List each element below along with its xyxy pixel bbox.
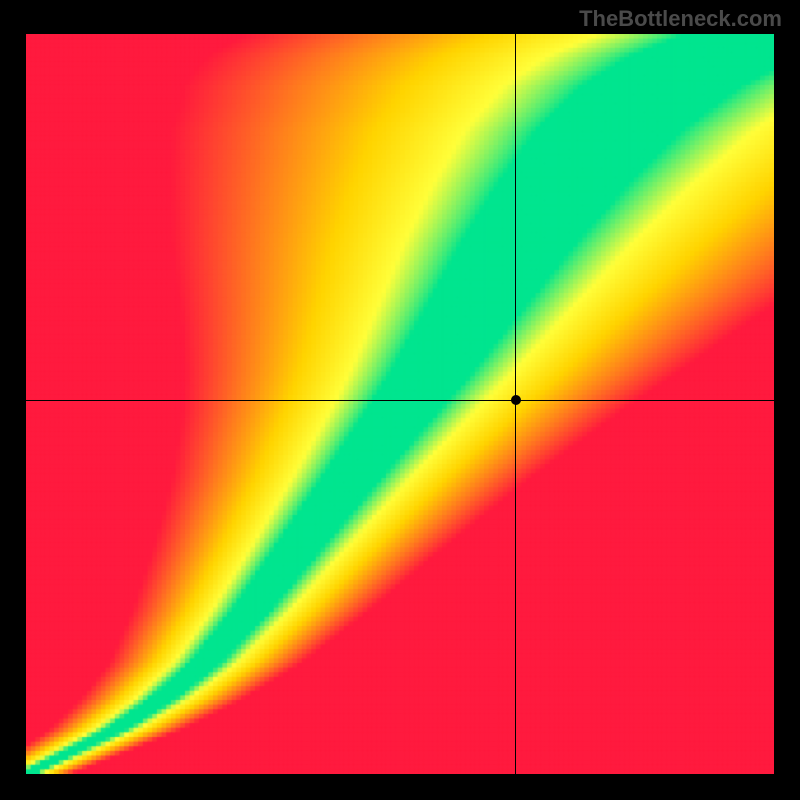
chart-frame: TheBottleneck.com (0, 0, 800, 800)
crosshair-marker (511, 395, 521, 405)
watermark-text: TheBottleneck.com (579, 6, 782, 32)
heatmap-canvas (26, 34, 774, 774)
crosshair-horizontal (26, 400, 774, 401)
plot-area (26, 34, 774, 774)
